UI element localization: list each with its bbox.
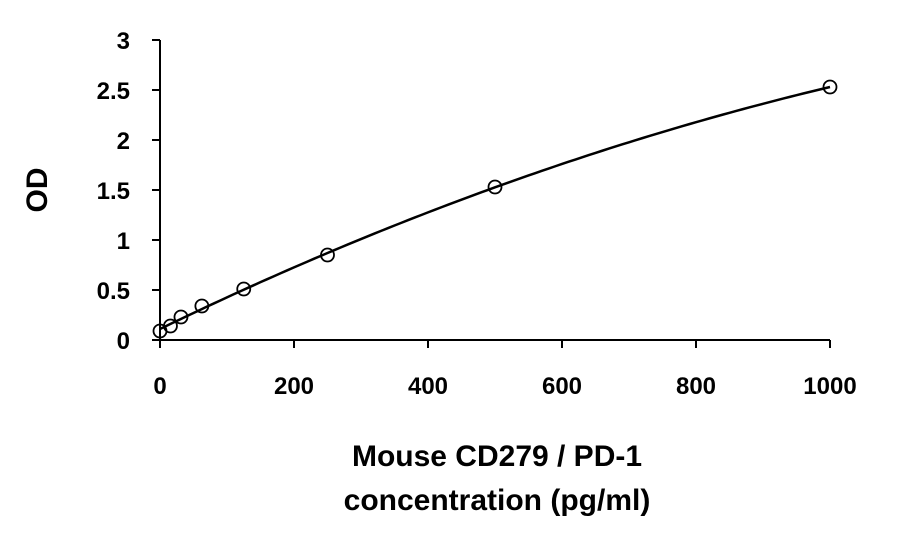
y-tick-label: 1.5: [97, 178, 130, 205]
x-tick-label: 1000: [803, 373, 856, 400]
data-point: [320, 247, 335, 263]
x-tick-label: 200: [274, 373, 314, 400]
data-point: [173, 309, 189, 325]
data-points: [152, 79, 838, 339]
data-point: [236, 281, 252, 297]
y-tick-label: 2.5: [97, 78, 130, 105]
y-tick-label: 2: [117, 128, 130, 155]
x-axis-title-line-2: concentration (pg/ml): [344, 484, 651, 517]
fit-curve: [159, 85, 831, 331]
x-tick-label: 400: [408, 373, 448, 400]
x-axis-title-line-1: Mouse CD279 / PD-1: [352, 440, 642, 473]
data-point: [487, 179, 503, 195]
y-tick-label: 0: [117, 328, 130, 355]
y-axis-title: OD: [21, 168, 54, 213]
y-tick-label: 3: [117, 28, 130, 55]
data-point: [163, 318, 178, 334]
y-tick-label: 0.5: [97, 278, 130, 305]
data-point: [822, 79, 838, 95]
y-axis-ticks: 0 0.5 1 1.5 2 2.5 3: [97, 28, 160, 355]
x-tick-label: 600: [542, 373, 582, 400]
x-tick-label: 800: [676, 373, 716, 400]
y-tick-label: 1: [117, 228, 130, 255]
x-tick-label: 0: [153, 373, 166, 400]
x-axis-ticks: 0 200 400 600 800 1000: [153, 340, 857, 400]
data-point: [194, 298, 210, 314]
